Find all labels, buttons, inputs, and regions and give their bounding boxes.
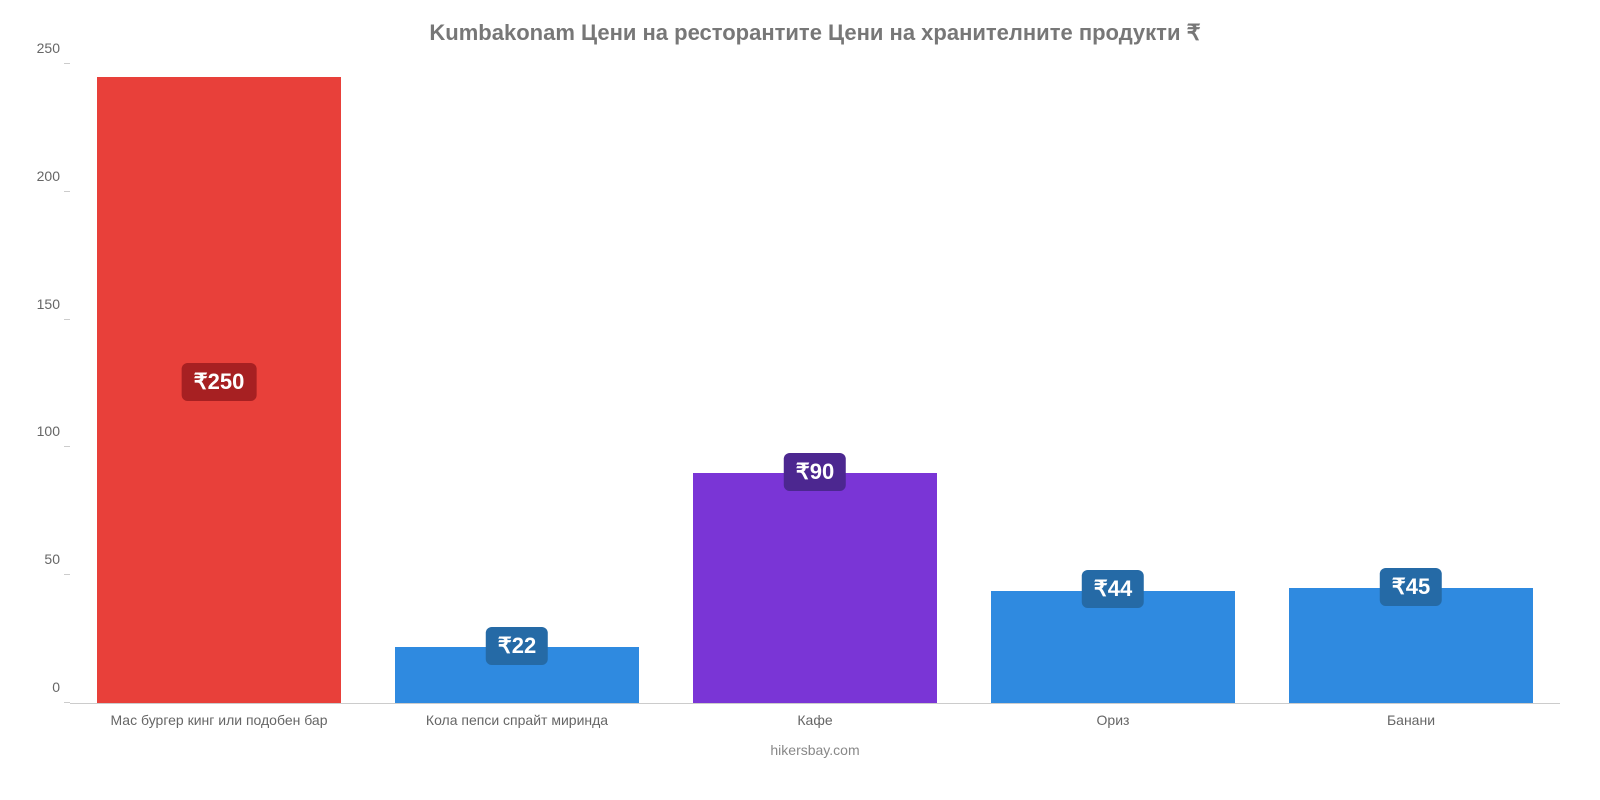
x-axis-labels: Мас бургер кинг или подобен барКола пепс… [70,712,1560,728]
bar-value-label: ₹90 [784,453,846,491]
bar-slot: ₹22 [368,64,666,703]
bar: ₹44 [991,591,1235,703]
x-tick-label: Банани [1262,712,1560,728]
x-tick-label: Мас бургер кинг или подобен бар [70,712,368,728]
chart-footer: hikersbay.com [70,742,1560,758]
x-tick-label: Кола пепси спрайт миринда [368,712,666,728]
bar-slot: ₹44 [964,64,1262,703]
bar: ₹250 [97,77,341,703]
bar-value-label: ₹22 [486,627,548,665]
bars-group: ₹250 ₹22 ₹90 ₹44 ₹45 [70,64,1560,703]
y-tick-label: 250 [20,40,60,56]
bar: ₹45 [1289,588,1533,703]
bar-value-label: ₹44 [1082,570,1144,608]
y-tick-label: 50 [20,551,60,567]
y-tick-label: 200 [20,168,60,184]
bar-value-label: ₹250 [182,363,257,401]
chart-title: Kumbakonam Цени на ресторантите Цени на … [70,20,1560,46]
bar: ₹22 [395,647,639,703]
bar-value-label: ₹45 [1380,568,1442,606]
y-tick-label: 100 [20,423,60,439]
price-bar-chart: Kumbakonam Цени на ресторантите Цени на … [0,0,1600,800]
bar-slot: ₹45 [1262,64,1560,703]
bar: ₹90 [693,473,937,703]
x-tick-label: Кафе [666,712,964,728]
x-tick-label: Ориз [964,712,1262,728]
bar-slot: ₹250 [70,64,368,703]
y-tick-label: 150 [20,296,60,312]
plot-area: ₹250₹22₹90₹44₹45 050100150200250 [70,64,1560,704]
bar-slot: ₹90 [666,64,964,703]
y-tick-label: 0 [20,679,60,695]
